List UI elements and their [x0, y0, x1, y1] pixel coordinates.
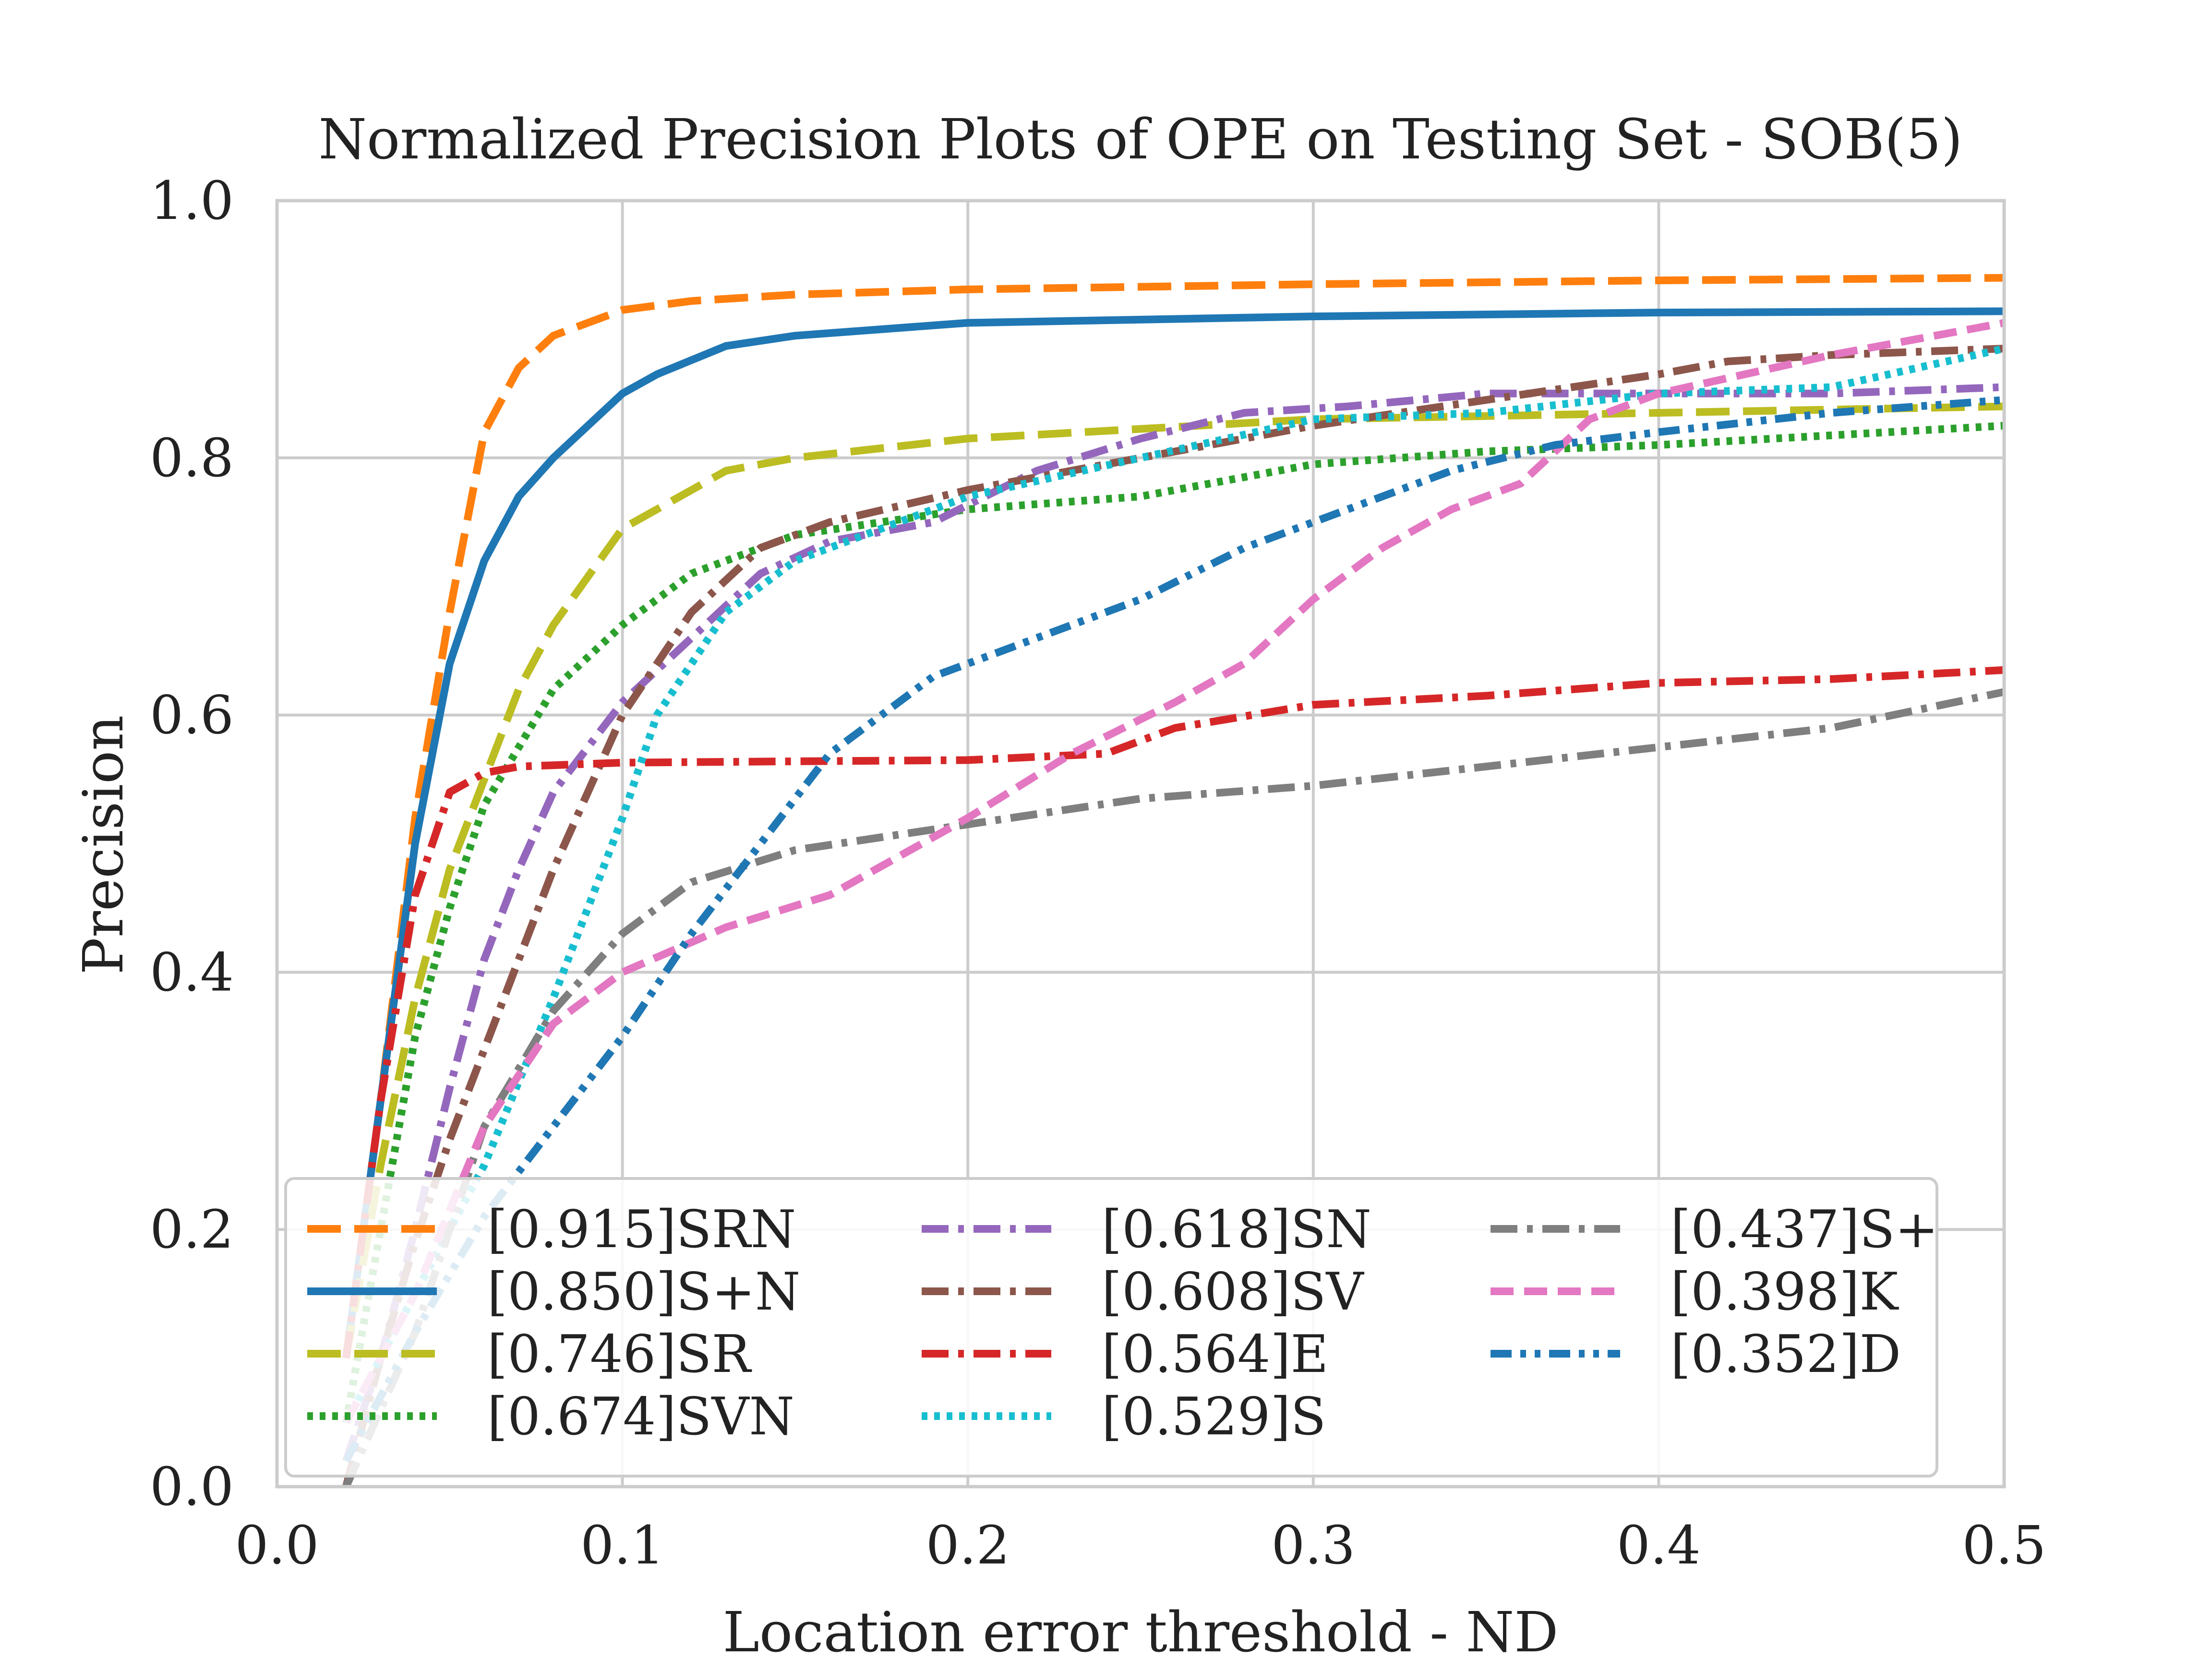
y-tick-label: 0.6	[150, 685, 234, 746]
series-line-9	[342, 688, 2005, 1489]
legend-label-8: [0.529]S	[1102, 1387, 1326, 1447]
x-tick-label: 0.4	[1617, 1515, 1701, 1576]
y-tick-label: 0.4	[150, 941, 234, 1003]
y-tick-labels: 0.0 0.2 0.4 0.6 0.8 1.0	[150, 170, 234, 1517]
series-line-3	[342, 402, 2005, 1359]
legend-label-2: [0.850]S+N	[487, 1262, 800, 1322]
series-line-4	[342, 421, 2005, 1423]
y-tick-label: 0.0	[150, 1456, 234, 1517]
series-line-1	[342, 274, 2005, 1359]
legend-label-5: [0.618]SN	[1102, 1200, 1371, 1260]
series-line-5	[342, 383, 2005, 1462]
legend-label-3: [0.746]SR	[487, 1324, 752, 1384]
legend-frame	[284, 1177, 1938, 1478]
x-tick-labels: 0.0 0.1 0.2 0.3 0.4 0.5	[235, 1515, 2046, 1576]
legend-label-7: [0.564]E	[1102, 1324, 1328, 1384]
legend-label-11: [0.352]D	[1671, 1324, 1901, 1384]
series-line-2	[342, 307, 2005, 1359]
series-line-7	[342, 666, 2005, 1359]
plot-frame	[275, 199, 2006, 1489]
series-layer	[342, 274, 2005, 1489]
y-tick-label: 1.0	[150, 170, 234, 231]
legend-label-1: [0.915]SRN	[487, 1200, 796, 1260]
x-axis-label: Location error threshold - ND	[722, 1600, 1558, 1659]
y-tick-label: 0.8	[150, 427, 234, 489]
x-tick-label: 0.3	[1271, 1515, 1355, 1576]
chart-title: Normalized Precision Plots of OPE on Tes…	[318, 108, 1962, 172]
series-line-6	[342, 345, 2005, 1488]
x-tick-label: 0.0	[235, 1515, 319, 1576]
legend-label-4: [0.674]SVN	[487, 1387, 794, 1447]
y-tick-label: 0.2	[150, 1199, 234, 1260]
series-line-11	[342, 396, 2005, 1463]
legend-label-9: [0.437]S+	[1671, 1200, 1938, 1260]
legend: [0.915]SRN[0.850]S+N[0.746]SR[0.674]SVN […	[284, 1177, 1938, 1478]
legend-label-6: [0.608]SV	[1102, 1262, 1364, 1322]
x-tick-label: 0.2	[926, 1515, 1010, 1576]
y-axis-label: Precision	[72, 715, 136, 975]
x-tick-label: 0.5	[1962, 1515, 2046, 1576]
x-tick-label: 0.1	[580, 1515, 664, 1576]
legend-label-10: [0.398]K	[1671, 1262, 1899, 1322]
series-line-10	[342, 319, 2005, 1424]
series-line-8	[342, 345, 2005, 1424]
